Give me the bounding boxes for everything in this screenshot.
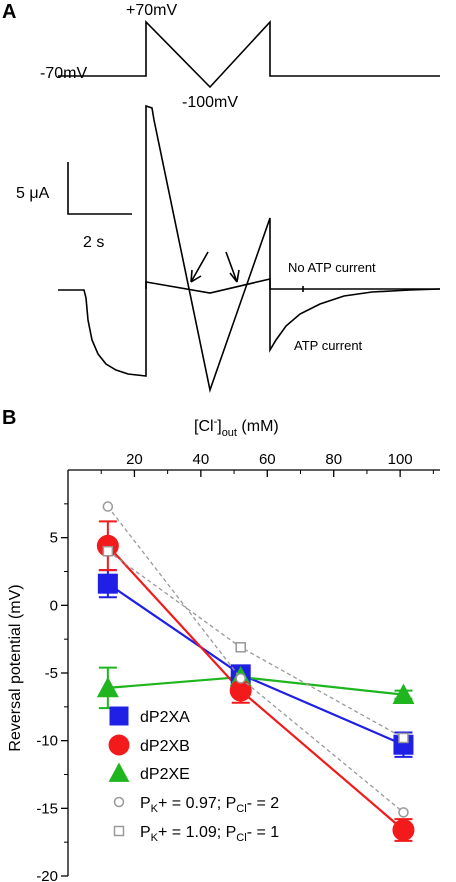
data-point	[235, 673, 246, 684]
legend-marker	[108, 762, 130, 782]
y-tick-label: 5	[50, 530, 58, 547]
y-tick-label: -15	[36, 800, 58, 817]
legend-marker	[108, 734, 130, 756]
x-tick-label: 80	[325, 451, 342, 468]
arrow-left-icon	[190, 251, 209, 283]
data-point	[97, 573, 118, 594]
data-point	[392, 818, 415, 841]
series-lines	[98, 520, 413, 842]
atp-current-label: ATP current	[294, 338, 363, 353]
legend-marker	[113, 796, 125, 808]
y-tick-label: -10	[36, 733, 58, 750]
y-tick-label: 0	[50, 597, 58, 614]
data-point	[392, 683, 415, 705]
x-tick-label: 20	[126, 451, 143, 468]
data-point	[102, 545, 114, 557]
panel-b: B [Cl-]out (mM) Reversal potential (mV) …	[2, 407, 440, 882]
data-point	[398, 732, 409, 744]
legend: dP2XA dP2XB dP2XE PK+ = 0.97; PCl- = 2 PK+ =…	[108, 706, 279, 844]
legend-marker	[113, 825, 125, 837]
y-ticks: 5 0 -5 -10 -15 -20	[36, 503, 68, 882]
no-atp-current-trace	[145, 277, 440, 294]
panel-b-label: B	[2, 407, 16, 429]
arrow-right-icon	[225, 251, 240, 283]
no-atp-current-label: No ATP current	[288, 260, 376, 275]
x-tick-label: 40	[193, 451, 210, 468]
panel-a-label: A	[2, 1, 16, 23]
data-point	[235, 642, 246, 653]
panel-a: A +70mV -70mV -100mV 5 μA 2 s No ATP cur…	[2, 1, 441, 393]
data-point	[96, 534, 119, 557]
atp-current-trace	[58, 104, 441, 393]
scale-bar	[67, 162, 132, 215]
protocol-hold-label: -70mV	[40, 65, 87, 82]
data-point	[398, 807, 409, 818]
legend-label: dP2XB	[140, 738, 190, 755]
legend-marker	[109, 706, 129, 726]
scale-bar-time-label: 2 s	[83, 234, 104, 251]
series-markers	[96, 501, 415, 841]
legend-label: PK+ = 1.09; PCl- = 1	[140, 824, 279, 844]
y-axis-label: Reversal potential (mV)	[7, 584, 24, 751]
series-line	[107, 545, 405, 831]
protocol-plus70-label: +70mV	[126, 2, 177, 19]
y-tick-label: -5	[45, 665, 58, 682]
y-tick-label: -20	[36, 868, 58, 882]
legend-label: dP2XE	[140, 766, 190, 783]
x-tick-label: 100	[388, 451, 413, 468]
x-tick-label: 60	[259, 451, 276, 468]
x-axis-label: [Cl-]out (mM)	[194, 416, 279, 439]
data-point	[96, 676, 119, 698]
legend-label: dP2XA	[140, 709, 190, 726]
x-ticks: 20 40 60 80 100	[100, 451, 434, 477]
legend-label: PK+ = 0.97; PCl- = 2	[140, 795, 279, 815]
data-point	[102, 501, 114, 512]
scale-bar-current-label: 5 μA	[16, 185, 50, 202]
data-point	[229, 679, 252, 702]
voltage-protocol-trace	[58, 19, 440, 89]
series-line	[107, 675, 404, 696]
protocol-min-label: -100mV	[182, 94, 238, 111]
